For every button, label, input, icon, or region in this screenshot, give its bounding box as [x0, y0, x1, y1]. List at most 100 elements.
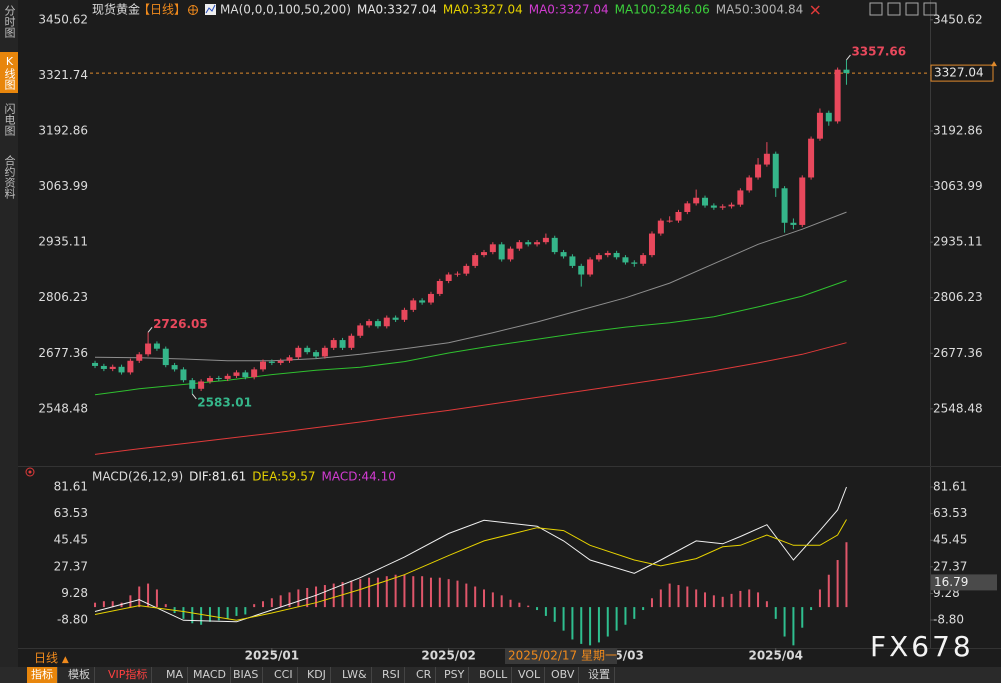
- background: [18, 0, 1001, 683]
- legend-item: DIF:81.61: [189, 470, 246, 484]
- macd-bar: [704, 592, 707, 608]
- tab[interactable]: PSY: [440, 667, 470, 683]
- tab[interactable]: BOLL: [475, 667, 513, 683]
- y-tick-label: 27.37: [54, 559, 88, 573]
- tab[interactable]: RSI: [378, 667, 405, 683]
- candle-body: [781, 188, 788, 223]
- candle-body: [684, 203, 691, 212]
- candle-body: [260, 361, 267, 370]
- tab[interactable]: CCI: [270, 667, 298, 683]
- period-selector[interactable]: 日线 ▲: [34, 651, 69, 665]
- macd-bar: [695, 589, 698, 608]
- tab[interactable]: OBV: [547, 667, 580, 683]
- candle-body: [622, 257, 629, 263]
- tab[interactable]: LW&: [338, 667, 372, 683]
- macd-bar: [147, 583, 150, 608]
- macd-bar: [129, 595, 132, 608]
- candle-body: [710, 205, 717, 208]
- macd-bar: [810, 607, 813, 611]
- ma-icon[interactable]: [205, 4, 216, 15]
- candle-body: [481, 252, 488, 256]
- tab[interactable]: VIP指标: [104, 667, 153, 683]
- legend-item: MA0:3327.04: [357, 3, 437, 17]
- tab[interactable]: 模板: [64, 667, 95, 683]
- tab[interactable]: KDJ: [303, 667, 331, 683]
- side-tab[interactable]: 闪电图: [3, 103, 16, 136]
- side-tab[interactable]: K线图: [0, 52, 18, 93]
- candle-body: [489, 244, 496, 253]
- side-tab[interactable]: 合约资料: [3, 155, 16, 199]
- macd-bar: [827, 574, 830, 608]
- candle-body: [666, 220, 673, 222]
- macd-bar: [323, 585, 326, 608]
- macd-bar: [571, 607, 574, 640]
- candle-body: [251, 369, 258, 378]
- candle-body: [321, 347, 328, 357]
- x-tick-label: 2025/01: [245, 649, 299, 663]
- candle-body: [313, 352, 320, 357]
- candle-body: [657, 220, 664, 234]
- macd-bar: [235, 607, 238, 616]
- macd-bar: [421, 576, 424, 608]
- side-tab[interactable]: 分时图: [3, 5, 16, 38]
- tab[interactable]: BIAS: [229, 667, 264, 683]
- macd-bar: [589, 607, 592, 646]
- candle-body: [728, 204, 735, 207]
- candle-body: [366, 321, 373, 326]
- macd-bar: [650, 598, 653, 608]
- tab[interactable]: CR: [412, 667, 437, 683]
- legend-item: MACD:44.10: [322, 470, 396, 484]
- macd-bar: [659, 589, 662, 608]
- macd-bar: [783, 607, 786, 637]
- candle-body: [507, 248, 514, 260]
- candle-body: [277, 360, 284, 363]
- candle-body: [604, 252, 611, 256]
- macd-bar: [668, 583, 671, 608]
- macd-bar: [350, 580, 353, 608]
- macd-bar: [748, 589, 751, 608]
- macd-settings-icon[interactable]: [25, 467, 35, 477]
- tab[interactable]: VOL: [514, 667, 546, 683]
- macd-bar: [376, 577, 379, 608]
- candle-body: [746, 177, 753, 191]
- macd-bar: [111, 601, 114, 608]
- close-icon[interactable]: [810, 5, 820, 15]
- candle-body: [162, 348, 169, 366]
- candle-body: [100, 365, 107, 369]
- tab[interactable]: 指标: [27, 667, 58, 683]
- candle-body: [127, 360, 134, 373]
- add-icon[interactable]: [188, 5, 198, 15]
- y-tick-label: 63.53: [54, 506, 88, 520]
- macd-bar: [403, 574, 406, 608]
- candle-body: [206, 378, 213, 382]
- candle-body: [454, 273, 461, 275]
- annotation-leader: [191, 393, 197, 400]
- tab[interactable]: 设置: [584, 667, 615, 683]
- macd-bar: [465, 583, 468, 608]
- macd-bar: [200, 607, 203, 625]
- macd-bar: [394, 574, 397, 608]
- y-tick-label: -8.80: [933, 613, 964, 627]
- candle-body: [595, 255, 602, 260]
- candle-body: [569, 256, 576, 266]
- y-tick-label: 3063.99: [38, 179, 88, 193]
- tab[interactable]: MACD: [189, 667, 231, 683]
- macd-bar: [765, 601, 768, 608]
- candle-body: [551, 237, 558, 253]
- candle-body: [304, 347, 311, 353]
- y-tick-label: 45.45: [933, 533, 967, 547]
- candle-body: [763, 153, 770, 165]
- period-label[interactable]: 日线: [34, 651, 59, 665]
- macd-bar: [244, 607, 247, 615]
- macd-bar: [757, 592, 760, 608]
- y-tick-label: 2806.23: [933, 290, 983, 304]
- candle-body: [560, 252, 567, 257]
- toolbar[interactable]: [869, 2, 937, 16]
- macd-bar: [518, 602, 521, 608]
- candle-body: [392, 317, 399, 320]
- macd-bar: [102, 601, 105, 608]
- tab[interactable]: MA: [162, 667, 189, 683]
- candle-body: [463, 265, 470, 274]
- candle-body: [525, 242, 532, 245]
